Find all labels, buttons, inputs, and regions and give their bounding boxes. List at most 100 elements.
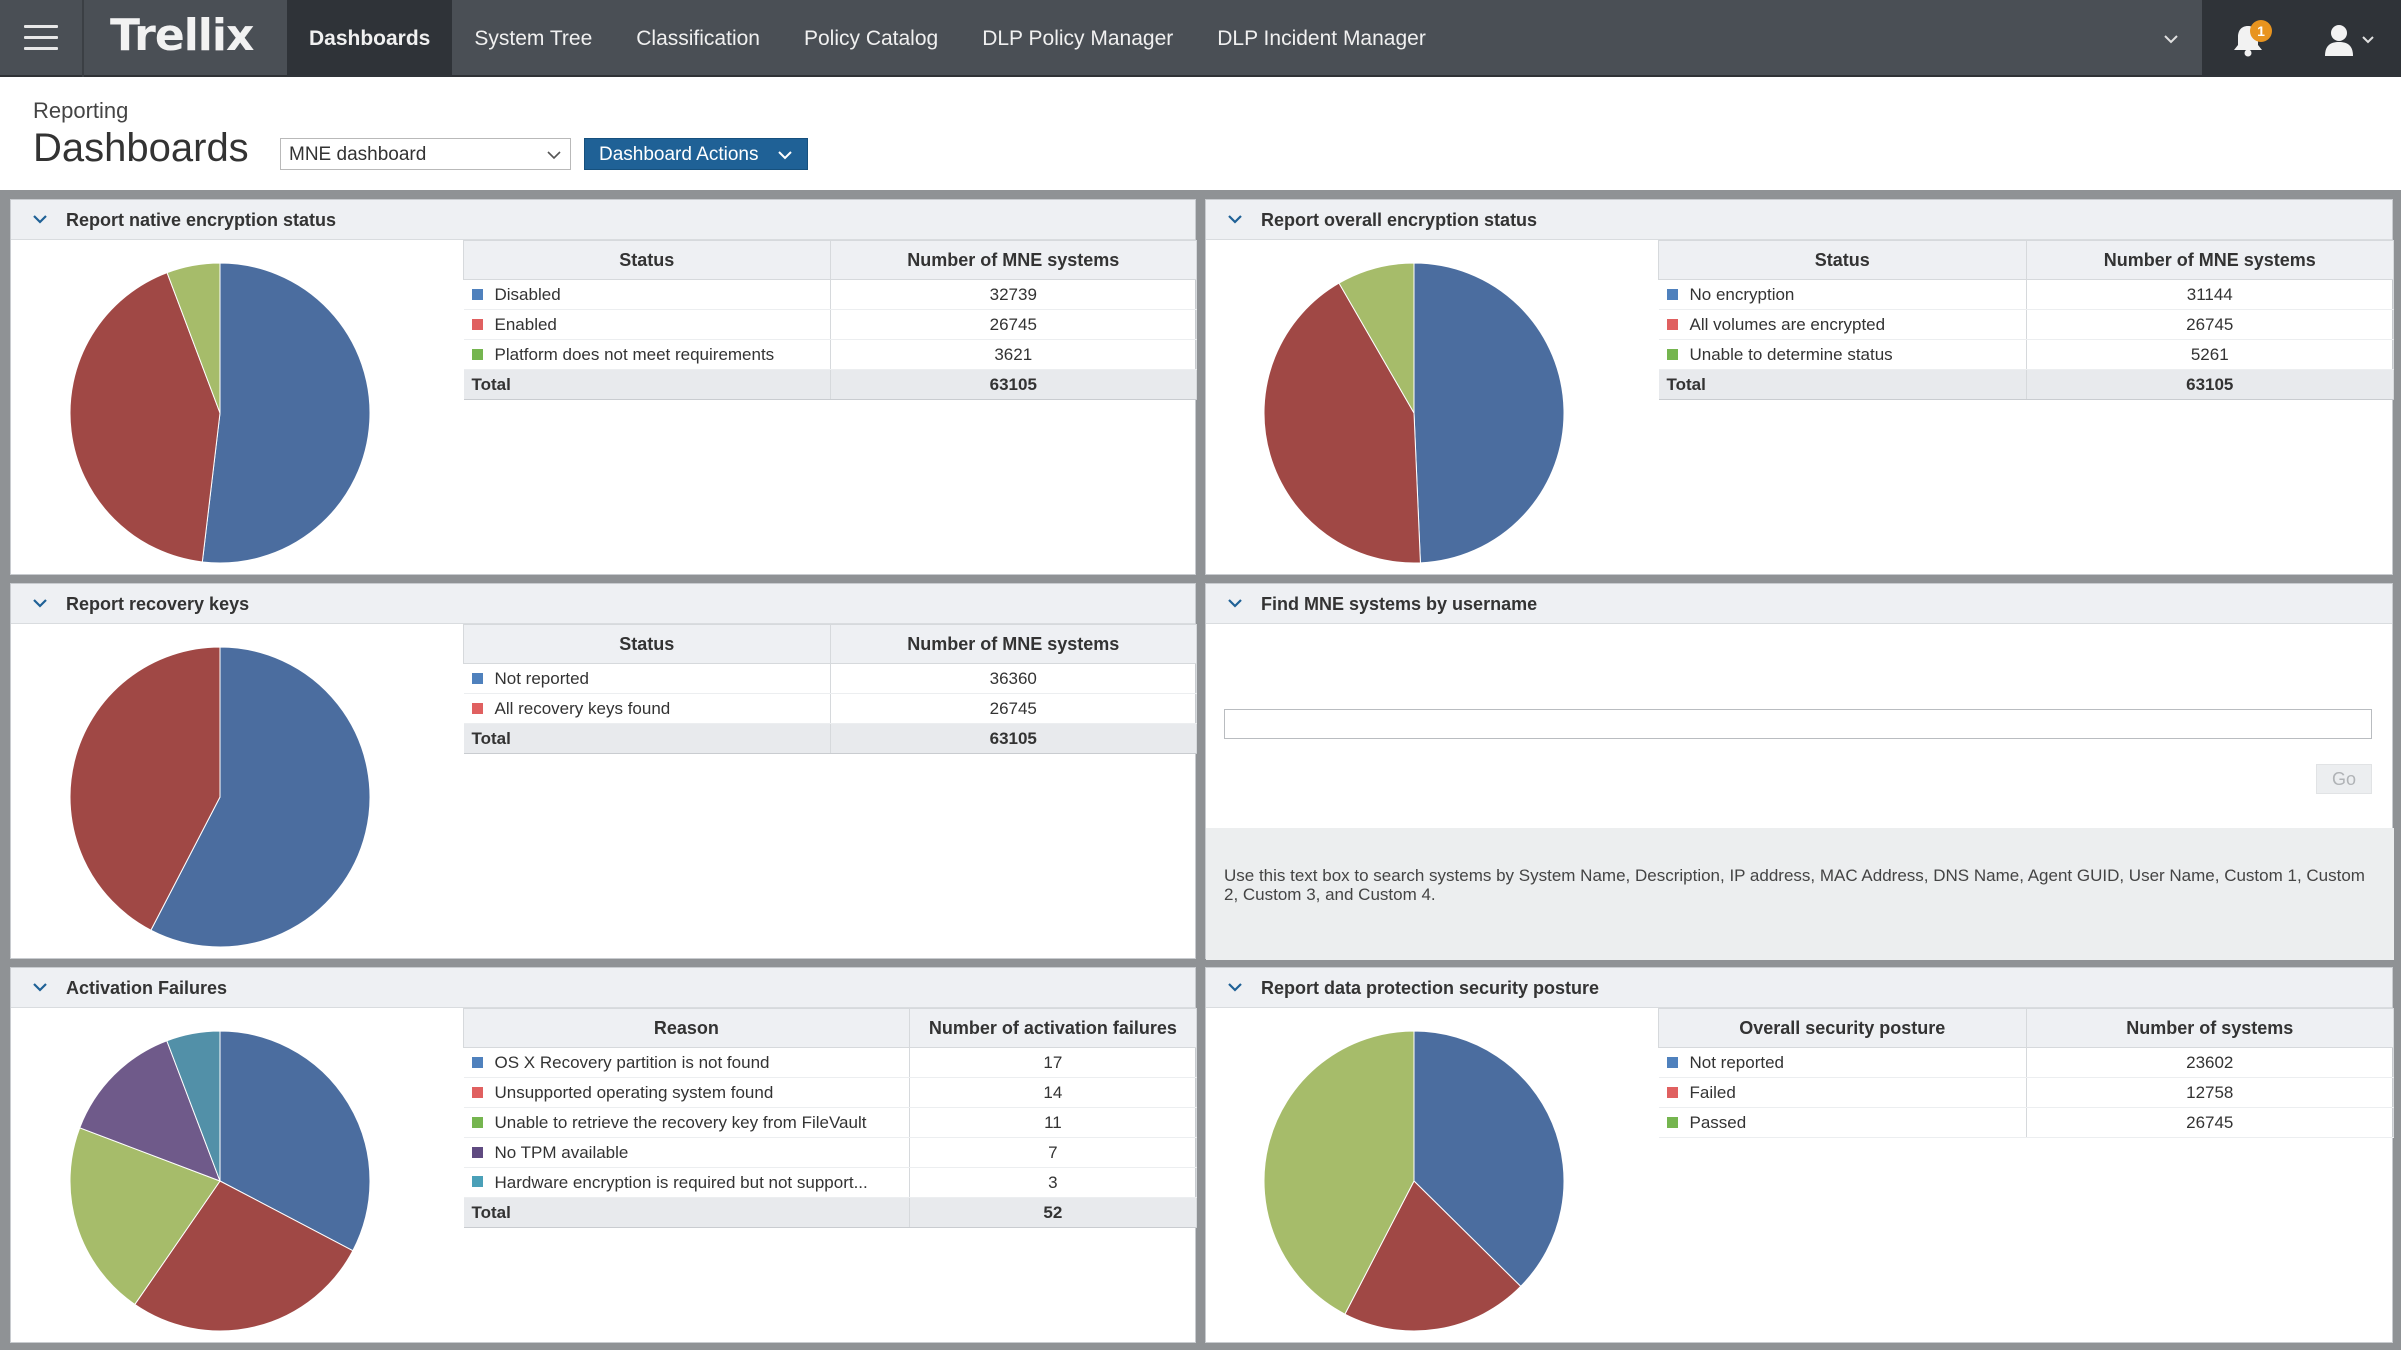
pie-slice[interactable] bbox=[1338, 262, 1415, 415]
column-header[interactable]: Number of activation failures bbox=[908, 1008, 1198, 1048]
data-table: Overall security posture Number of system… bbox=[1658, 1008, 2394, 1138]
table-row[interactable]: Unable to determine status 5261 bbox=[1658, 339, 2395, 370]
table-row[interactable]: Unable to retrieve the recovery key from… bbox=[463, 1107, 1198, 1138]
pie-slice[interactable] bbox=[69, 271, 221, 563]
total-label: Total bbox=[463, 723, 831, 754]
table-row[interactable]: Unsupported operating system found 14 bbox=[463, 1077, 1198, 1108]
column-header[interactable]: Status bbox=[1658, 240, 2027, 280]
pie-slice[interactable] bbox=[219, 1030, 371, 1252]
nav-classification[interactable]: Classification bbox=[636, 26, 760, 50]
pie-slice[interactable] bbox=[1413, 1030, 1565, 1288]
chevron-down-icon bbox=[547, 151, 561, 160]
breadcrumb: Reporting bbox=[33, 98, 129, 123]
dashboard-actions-button[interactable]: Dashboard Actions bbox=[584, 138, 808, 170]
column-header[interactable]: Status bbox=[463, 624, 831, 664]
row-value: 11 bbox=[909, 1107, 1198, 1138]
pie-chart bbox=[1263, 1030, 1565, 1332]
pie-chart bbox=[69, 262, 371, 564]
panel-header[interactable]: Report native encryption status bbox=[11, 200, 1195, 240]
row-value: 7 bbox=[909, 1137, 1198, 1168]
panel-header[interactable]: Report recovery keys bbox=[11, 584, 1195, 624]
dashboard-select[interactable]: MNE dashboard bbox=[280, 138, 571, 170]
row-value: 5261 bbox=[2026, 339, 2395, 370]
table-row[interactable]: Enabled 26745 bbox=[463, 309, 1198, 340]
legend-swatch bbox=[1666, 1116, 1678, 1128]
table-row[interactable]: Hardware encryption is required but not … bbox=[463, 1167, 1198, 1198]
pie-slice[interactable] bbox=[69, 1127, 221, 1306]
legend-swatch bbox=[1666, 1086, 1678, 1098]
total-label: Total bbox=[463, 369, 831, 400]
table-row[interactable]: Disabled 32739 bbox=[463, 279, 1198, 310]
table-row[interactable]: All recovery keys found 26745 bbox=[463, 693, 1197, 724]
column-header[interactable]: Number of MNE systems bbox=[829, 240, 1198, 280]
page-title: Dashboards bbox=[33, 126, 249, 170]
legend-swatch bbox=[471, 1146, 483, 1158]
nav-system-tree[interactable]: System Tree bbox=[474, 26, 593, 50]
nav-policy-catalog[interactable]: Policy Catalog bbox=[803, 26, 939, 50]
column-header[interactable]: Overall security posture bbox=[1658, 1008, 2027, 1048]
panel-title: Activation Failures bbox=[66, 978, 228, 998]
pie-slice[interactable] bbox=[1413, 262, 1565, 564]
legend-swatch bbox=[471, 702, 483, 714]
total-value: 63105 bbox=[2026, 369, 2395, 400]
pie-slice[interactable] bbox=[69, 646, 221, 931]
pie-slice[interactable] bbox=[150, 646, 371, 948]
total-value: 63105 bbox=[830, 723, 1197, 754]
row-label: Platform does not meet requirements bbox=[494, 344, 775, 364]
legend-swatch bbox=[471, 1086, 483, 1098]
row-label: Hardware encryption is required but not … bbox=[494, 1172, 868, 1192]
notification-badge: 1 bbox=[2250, 20, 2272, 42]
nav-dashboards[interactable]: Dashboards bbox=[287, 0, 453, 77]
total-row: Total 63105 bbox=[463, 369, 1198, 400]
row-value: 26745 bbox=[830, 309, 1198, 340]
pie-slice[interactable] bbox=[1263, 282, 1421, 564]
table-row[interactable]: Platform does not meet requirements 3621 bbox=[463, 339, 1198, 370]
user-icon[interactable] bbox=[2318, 20, 2378, 60]
total-row: Total 63105 bbox=[1658, 369, 2395, 400]
chevron-down-icon[interactable] bbox=[2160, 28, 2182, 50]
pie-slice[interactable] bbox=[166, 262, 221, 414]
table-row[interactable]: Passed 26745 bbox=[1658, 1107, 2394, 1138]
column-header[interactable]: Number of systems bbox=[2025, 1008, 2394, 1048]
app-logo[interactable]: Trellix bbox=[110, 10, 254, 61]
go-button[interactable]: Go bbox=[2316, 764, 2372, 794]
pie-chart bbox=[69, 646, 371, 948]
nav-dlp-policy-manager[interactable]: DLP Policy Manager bbox=[982, 26, 1174, 50]
panel-activation-failures: Activation Failures Reason Number of acti… bbox=[10, 967, 1198, 1343]
table-row[interactable]: Not reported 23602 bbox=[1658, 1047, 2394, 1078]
panel-title: Report recovery keys bbox=[66, 594, 250, 614]
table-row[interactable]: No encryption 31144 bbox=[1658, 279, 2395, 310]
panel-header[interactable]: Report data protection security posture bbox=[1206, 968, 2392, 1008]
menu-icon[interactable] bbox=[24, 25, 58, 51]
username-search-input[interactable] bbox=[1224, 709, 2372, 739]
panel-find-systems: Find MNE systems by username Go Use this… bbox=[1205, 583, 2394, 960]
table-row[interactable]: OS X Recovery partition is not found 17 bbox=[463, 1047, 1198, 1078]
pie-chart bbox=[69, 1030, 371, 1332]
pie-slice[interactable] bbox=[1344, 1180, 1522, 1332]
data-table: Status Number of MNE systems Disabled 3273… bbox=[463, 240, 1198, 400]
pie-slice[interactable] bbox=[134, 1180, 354, 1332]
pie-slice[interactable] bbox=[201, 262, 371, 564]
panel-header[interactable]: Report overall encryption status bbox=[1206, 200, 2392, 240]
nav-dlp-incident-manager[interactable]: DLP Incident Manager bbox=[1217, 26, 1426, 50]
row-value: 32739 bbox=[830, 279, 1198, 310]
row-value: 23602 bbox=[2026, 1047, 2394, 1078]
row-label: OS X Recovery partition is not found bbox=[494, 1052, 770, 1072]
pie-slice[interactable] bbox=[79, 1040, 221, 1182]
legend-swatch bbox=[1666, 288, 1678, 300]
chevron-down-icon bbox=[33, 215, 47, 224]
column-header[interactable]: Number of MNE systems bbox=[829, 624, 1197, 664]
panel-title: Report overall encryption status bbox=[1261, 210, 1538, 230]
table-row[interactable]: All volumes are encrypted 26745 bbox=[1658, 309, 2395, 340]
panel-header[interactable]: Activation Failures bbox=[11, 968, 1195, 1008]
table-row[interactable]: No TPM available 7 bbox=[463, 1137, 1198, 1168]
pie-slice[interactable] bbox=[166, 1030, 221, 1182]
table-row[interactable]: Failed 12758 bbox=[1658, 1077, 2394, 1108]
column-header[interactable]: Number of MNE systems bbox=[2025, 240, 2395, 280]
panel-header[interactable]: Find MNE systems by username bbox=[1206, 584, 2392, 624]
column-header[interactable]: Status bbox=[463, 240, 831, 280]
row-label: Disabled bbox=[494, 284, 561, 304]
column-header[interactable]: Reason bbox=[463, 1008, 910, 1048]
table-row[interactable]: Not reported 36360 bbox=[463, 663, 1197, 694]
pie-slice[interactable] bbox=[1263, 1030, 1415, 1315]
